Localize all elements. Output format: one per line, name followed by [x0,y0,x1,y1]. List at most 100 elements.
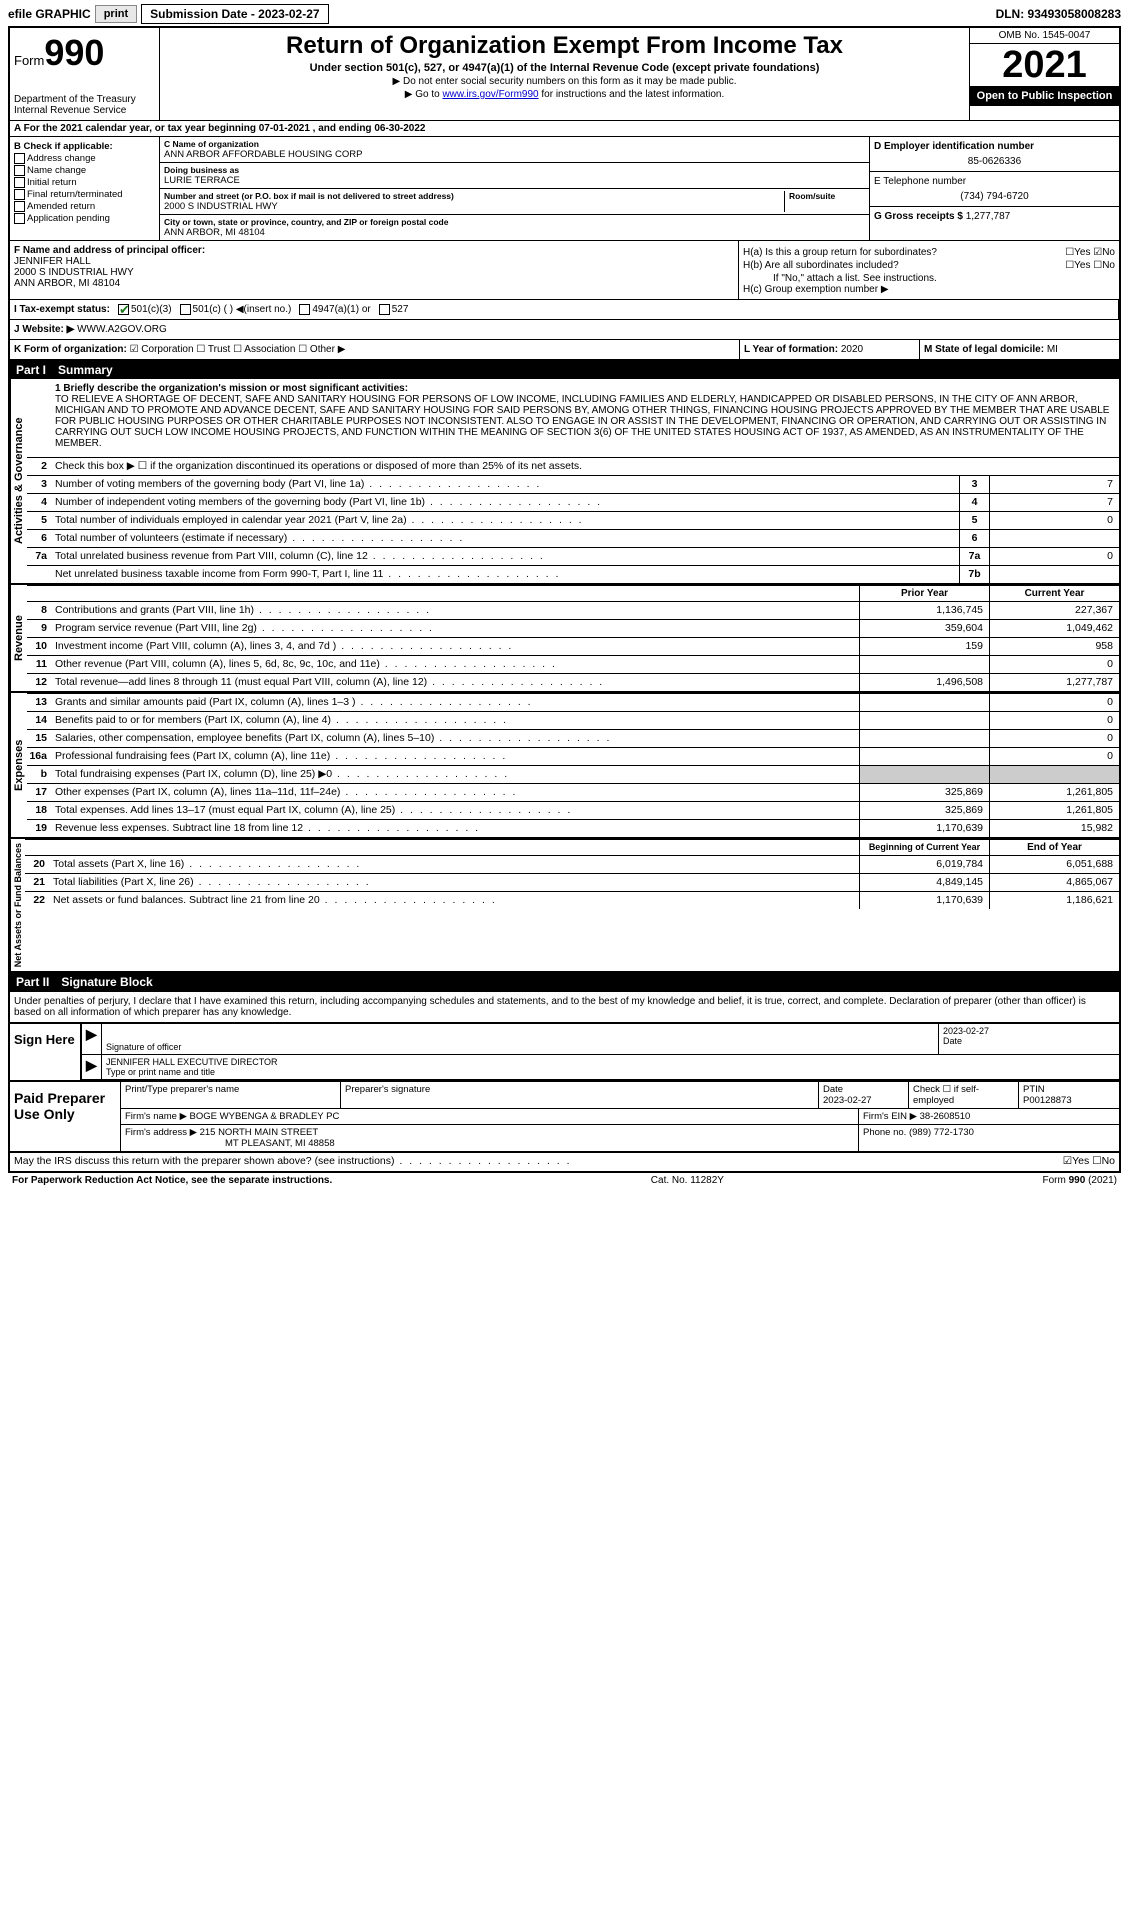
part1-expenses: Expenses 13Grants and similar amounts pa… [10,693,1119,839]
org-name: ANN ARBOR AFFORDABLE HOUSING CORP [164,149,865,160]
form-number: Form990 [14,32,155,74]
note2-pre: ▶ Go to [405,89,443,100]
sig-date-value: 2023-02-27 [943,1026,1115,1036]
cb-application-pending[interactable]: Application pending [14,213,155,224]
addr-value: 2000 S INDUSTRIAL HWY [164,201,780,212]
omb-number: OMB No. 1545-0047 [970,28,1119,44]
side-activities: Activities & Governance [10,379,27,583]
prep-date-value: 2023-02-27 [823,1095,872,1106]
summary-line: 14Benefits paid to or for members (Part … [27,711,1119,729]
form-note2: ▶ Go to www.irs.gov/Form990 for instruct… [168,89,961,100]
cb-amended-return[interactable]: Amended return [14,201,155,212]
col-end: End of Year [989,840,1119,855]
form-org-label: K Form of organization: [14,344,127,355]
website-value: WWW.A2GOV.ORG [77,324,167,335]
cb-501c[interactable]: 501(c) ( ) ◀(insert no.) [180,304,292,315]
summary-line: 12Total revenue—add lines 8 through 11 (… [27,673,1119,691]
col-h-group: H(a) Is this a group return for subordin… [739,241,1119,299]
dept-label: Department of the Treasury Internal Reve… [14,94,155,116]
hb-value: ☐Yes ☐No [1065,260,1115,271]
firm-ein-value: 38-2608510 [920,1111,971,1122]
summary-line: Net unrelated business taxable income fr… [27,565,1119,583]
summary-line: 15Salaries, other compensation, employee… [27,729,1119,747]
tax-year: 2021 [970,44,1119,86]
firm-name-value: BOGE WYBENGA & BRADLEY PC [190,1111,340,1122]
summary-line: 9Program service revenue (Part VIII, lin… [27,619,1119,637]
summary-line: 3Number of voting members of the governi… [27,475,1119,493]
side-expenses: Expenses [10,693,27,837]
firm-name-label: Firm's name ▶ [125,1111,187,1122]
form-container: Form990 Department of the Treasury Inter… [8,26,1121,1173]
prep-name-label: Print/Type preparer's name [125,1084,239,1095]
dba-value: LURIE TERRACE [164,175,865,186]
tax-exempt-label: I Tax-exempt status: [14,304,110,315]
form-subtitle: Under section 501(c), 527, or 4947(a)(1)… [168,62,961,74]
discuss-text: May the IRS discuss this return with the… [14,1155,572,1169]
summary-line: 5Total number of individuals employed in… [27,511,1119,529]
top-bar: efile GRAPHIC print Submission Date - 20… [8,4,1121,24]
arrow-icon: ▶ [86,1057,97,1073]
cb-527[interactable]: 527 [379,304,409,315]
ha-label: H(a) Is this a group return for subordin… [743,247,937,258]
col-c-org-info: C Name of organization ANN ARBOR AFFORDA… [160,137,869,240]
summary-line: 4Number of independent voting members of… [27,493,1119,511]
sig-name-label: Type or print name and title [106,1067,1115,1077]
addr-label: Number and street (or P.O. box if mail i… [164,191,780,201]
footer: For Paperwork Reduction Act Notice, see … [8,1173,1121,1188]
col-beginning: Beginning of Current Year [859,840,989,855]
discuss-row: May the IRS discuss this return with the… [10,1153,1119,1171]
part1-title: Summary [58,363,113,377]
summary-line: 11Other revenue (Part VIII, column (A), … [27,655,1119,673]
col-prior-year: Prior Year [859,586,989,601]
ein-label: D Employer identification number [874,141,1034,152]
cb-name-change[interactable]: Name change [14,165,155,176]
summary-line: 7aTotal unrelated business revenue from … [27,547,1119,565]
form990-link[interactable]: www.irs.gov/Form990 [442,89,538,100]
paid-preparer-block: Paid Preparer Use Only Print/Type prepar… [10,1080,1119,1153]
officer-addr2: ANN ARBOR, MI 48104 [14,278,120,289]
hb-note: If "No," attach a list. See instructions… [743,273,1115,284]
firm-addr2: MT PLEASANT, MI 48858 [125,1138,335,1149]
summary-line: 8Contributions and grants (Part VIII, li… [27,601,1119,619]
summary-line: 13Grants and similar amounts paid (Part … [27,693,1119,711]
summary-line: 6Total number of volunteers (estimate if… [27,529,1119,547]
row-klm: K Form of organization: ☑ Corporation ☐ … [10,340,1119,361]
form-header: Form990 Department of the Treasury Inter… [10,28,1119,121]
summary-line: 19Revenue less expenses. Subtract line 1… [27,819,1119,837]
part1-revenue: Revenue Prior Year Current Year 8Contrib… [10,585,1119,693]
cb-501c3[interactable]: 501(c)(3) [118,304,172,315]
org-name-label: C Name of organization [164,139,865,149]
summary-line: 17Other expenses (Part IX, column (A), l… [27,783,1119,801]
section-bcde: B Check if applicable: Address change Na… [10,137,1119,241]
form-prefix: Form [14,53,44,68]
col-f-officer: F Name and address of principal officer:… [10,241,739,299]
firm-phone-value: (989) 772-1730 [909,1127,974,1138]
firm-phone-label: Phone no. [863,1127,906,1138]
firm-addr-label: Firm's address ▶ [125,1127,197,1138]
arrow-icon: ▶ [86,1026,97,1042]
ptin-value: P00128873 [1023,1095,1072,1106]
phone-label: E Telephone number [874,176,1115,187]
city-label: City or town, state or province, country… [164,217,865,227]
sign-here-block: Sign Here ▶ Signature of officer 2023-02… [10,1022,1119,1080]
efile-label: efile GRAPHIC [8,7,91,21]
cb-final-return[interactable]: Final return/terminated [14,189,155,200]
open-public: Open to Public Inspection [970,86,1119,106]
cb-address-change[interactable]: Address change [14,153,155,164]
side-revenue: Revenue [10,585,27,691]
mission-label: 1 Briefly describe the organization's mi… [55,383,408,394]
row-j-website: J Website: ▶ WWW.A2GOV.ORG [10,320,1119,340]
print-button[interactable]: print [95,5,137,23]
cb-4947[interactable]: 4947(a)(1) or [299,304,370,315]
row-a-text: A For the 2021 calendar year, or tax yea… [14,123,425,134]
officer-name: JENNIFER HALL [14,256,91,267]
col-de: D Employer identification number 85-0626… [869,137,1119,240]
ha-value: ☐Yes ☑No [1065,247,1115,258]
part2-label: Part II [16,975,49,989]
form-note1: ▶ Do not enter social security numbers o… [168,76,961,87]
sig-officer-label: Signature of officer [106,1042,934,1052]
cb-initial-return[interactable]: Initial return [14,177,155,188]
line2-text: Check this box ▶ ☐ if the organization d… [51,458,1119,475]
col-b-header: B Check if applicable: [14,141,113,152]
gross-receipts-value: 1,277,787 [966,211,1011,222]
